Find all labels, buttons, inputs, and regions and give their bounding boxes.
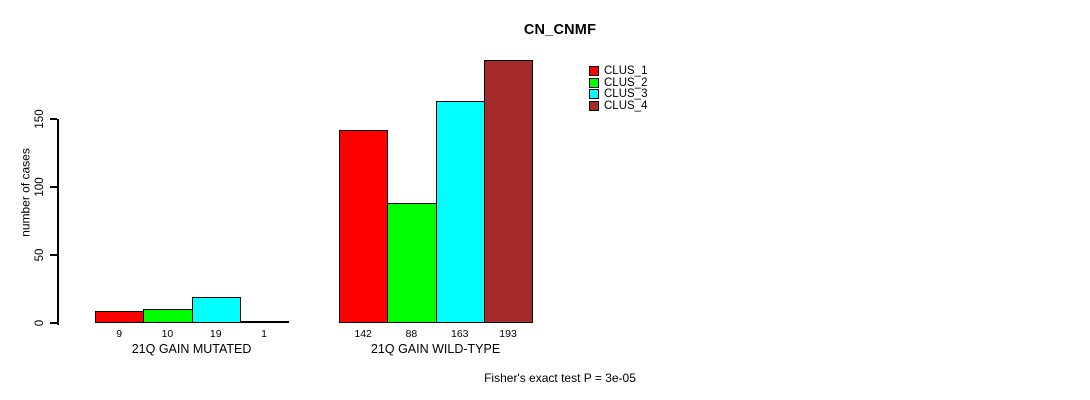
bar-clus_1-2: [339, 129, 389, 323]
group-label: 21Q GAIN MUTATED: [131, 341, 252, 356]
y-tick: [50, 117, 57, 120]
bar-clus_1-1: [95, 310, 145, 323]
bar-value-label: 9: [116, 327, 123, 340]
bar-value-label: 19: [209, 327, 222, 340]
chart-title: CN_CNMF: [523, 22, 597, 38]
bar-clus_2-1: [143, 309, 193, 323]
bar-clus_2-2: [387, 203, 437, 323]
bar-clus_4-2: [483, 60, 534, 323]
bar-value-label: 142: [354, 327, 372, 340]
y-tick: [50, 185, 57, 188]
y-tick: [50, 322, 57, 324]
legend-swatch-clus_3: [589, 89, 599, 100]
legend-swatch-clus_2: [589, 77, 599, 88]
bar-value-label: 193: [499, 327, 517, 340]
legend-label: CLUS_1: [604, 65, 648, 77]
footnote-fishers-test: Fisher's exact test P = 3e-05: [484, 371, 636, 385]
bar-value-label: 88: [405, 327, 418, 340]
y-axis-line: [57, 118, 59, 325]
y-axis-label: number of cases: [18, 148, 33, 237]
legend-label: CLUS_2: [604, 76, 648, 89]
y-tick-label: 100: [34, 177, 46, 197]
y-tick: [50, 253, 57, 256]
group-label: 21Q GAIN WILD-TYPE: [370, 341, 501, 356]
legend-swatch-clus_4: [589, 101, 599, 112]
bar-value-label: 10: [161, 327, 174, 340]
legend-label: CLUS_4: [604, 100, 648, 113]
bar-value-label: 1: [261, 327, 267, 340]
bar-clus_3-1: [191, 297, 241, 323]
bar-value-label: 163: [450, 327, 469, 340]
y-tick-label: 0: [34, 319, 46, 327]
legend-swatch-clus_1: [589, 66, 599, 76]
y-tick-label: 50: [34, 248, 46, 262]
y-tick-label: 150: [34, 109, 46, 129]
bar-clus_4-1: [239, 320, 290, 323]
legend-label: CLUS_3: [604, 88, 648, 101]
bar-clus_3-2: [435, 101, 485, 323]
